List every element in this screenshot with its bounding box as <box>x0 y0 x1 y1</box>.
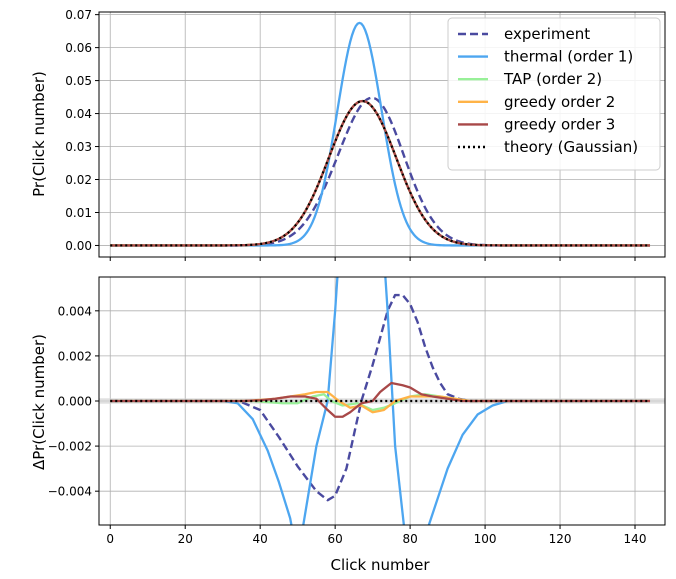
y-tick-label: 0.002 <box>58 349 92 363</box>
x-tick-label: 0 <box>106 532 114 546</box>
bottom-y-axis-label: ΔPr(Click number) <box>30 334 48 470</box>
y-tick-label: 0.07 <box>65 8 92 22</box>
series-line-thermal-order-1 <box>110 277 651 525</box>
axes-frame <box>98 11 666 258</box>
legend-label: experiment <box>504 25 590 43</box>
y-tick-label: 0.05 <box>65 74 92 88</box>
y-tick-label: 0.000 <box>58 395 92 409</box>
y-tick-label: 0.00 <box>65 239 92 253</box>
legend-label: TAP (order 2) <box>503 70 602 88</box>
y-tick-label: 0.004 <box>58 304 92 318</box>
y-tick-label: −0.002 <box>48 440 92 454</box>
legend-label: greedy order 3 <box>504 115 615 133</box>
legend-label: greedy order 2 <box>504 93 615 111</box>
y-tick-label: −0.004 <box>48 485 92 499</box>
y-tick-label: 0.01 <box>65 206 92 220</box>
legend-label: theory (Gaussian) <box>504 138 638 156</box>
legend: experiment thermal (order 1) TAP (order 2)… <box>447 17 661 171</box>
x-tick-label: 120 <box>549 532 572 546</box>
x-tick-label: 40 <box>253 532 268 546</box>
x-tick-label: 80 <box>402 532 417 546</box>
y-tick-label: 0.04 <box>65 107 92 121</box>
x-tick-label: 20 <box>178 532 193 546</box>
bottom-panel: 0 20 40 60 80 100 120 140 −0.004 −0.002 0.000 0.002… <box>48 276 666 546</box>
series-line-experiment <box>110 293 651 502</box>
x-axis-label: Click number <box>330 556 430 574</box>
x-tick-label: 60 <box>328 532 343 546</box>
y-tick-label: 0.02 <box>65 173 92 187</box>
series-line-theory-gaussian <box>110 99 651 247</box>
series-line-greedy-order-3 <box>110 381 651 418</box>
legend-box <box>447 17 661 171</box>
legend-label: thermal (order 1) <box>504 48 633 66</box>
x-tick-label: 140 <box>624 532 647 546</box>
x-tick-label: 100 <box>474 532 497 546</box>
y-tick-label: 0.03 <box>65 140 92 154</box>
y-tick-label: 0.06 <box>65 41 92 55</box>
top-y-axis-label: Pr(Click number) <box>30 71 48 197</box>
